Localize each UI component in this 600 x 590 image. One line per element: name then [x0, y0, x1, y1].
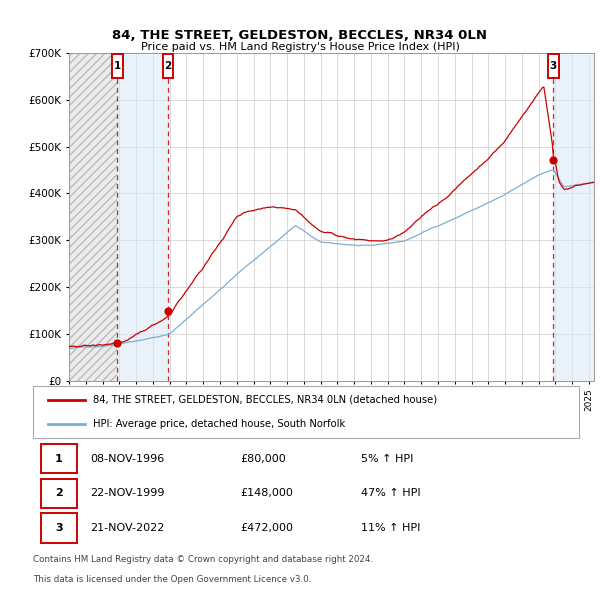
Point: [163, 307, 173, 316]
Text: 21-NOV-2022: 21-NOV-2022: [91, 523, 165, 533]
Text: 3: 3: [55, 523, 63, 533]
Text: 3: 3: [550, 61, 557, 71]
Text: £148,000: £148,000: [241, 489, 293, 498]
Text: 2: 2: [164, 61, 172, 71]
Point: [113, 339, 122, 348]
Bar: [118, 53, 168, 381]
Text: 5% ↑ HPI: 5% ↑ HPI: [361, 454, 413, 464]
Bar: [112, 54, 123, 78]
Text: £80,000: £80,000: [241, 454, 286, 464]
Bar: [163, 54, 173, 78]
Text: 84, THE STREET, GELDESTON, BECCLES, NR34 0LN: 84, THE STREET, GELDESTON, BECCLES, NR34…: [113, 29, 487, 42]
Text: 47% ↑ HPI: 47% ↑ HPI: [361, 489, 420, 498]
Bar: [553, 53, 594, 381]
Text: 11% ↑ HPI: 11% ↑ HPI: [361, 523, 420, 533]
Text: 22-NOV-1999: 22-NOV-1999: [91, 489, 165, 498]
Text: 08-NOV-1996: 08-NOV-1996: [91, 454, 164, 464]
Point: [548, 155, 558, 165]
Text: £472,000: £472,000: [241, 523, 293, 533]
Text: This data is licensed under the Open Government Licence v3.0.: This data is licensed under the Open Gov…: [33, 575, 311, 585]
Bar: [41, 478, 77, 508]
Text: 1: 1: [55, 454, 63, 464]
Bar: [69, 53, 118, 381]
Text: 1: 1: [113, 61, 121, 71]
Text: 2: 2: [55, 489, 63, 498]
Bar: [41, 513, 77, 543]
Text: 84, THE STREET, GELDESTON, BECCLES, NR34 0LN (detached house): 84, THE STREET, GELDESTON, BECCLES, NR34…: [93, 395, 437, 405]
Text: HPI: Average price, detached house, South Norfolk: HPI: Average price, detached house, Sout…: [93, 419, 346, 429]
Text: Price paid vs. HM Land Registry's House Price Index (HPI): Price paid vs. HM Land Registry's House …: [140, 42, 460, 52]
Bar: [548, 54, 559, 78]
Bar: [41, 444, 77, 473]
Text: Contains HM Land Registry data © Crown copyright and database right 2024.: Contains HM Land Registry data © Crown c…: [33, 555, 373, 565]
